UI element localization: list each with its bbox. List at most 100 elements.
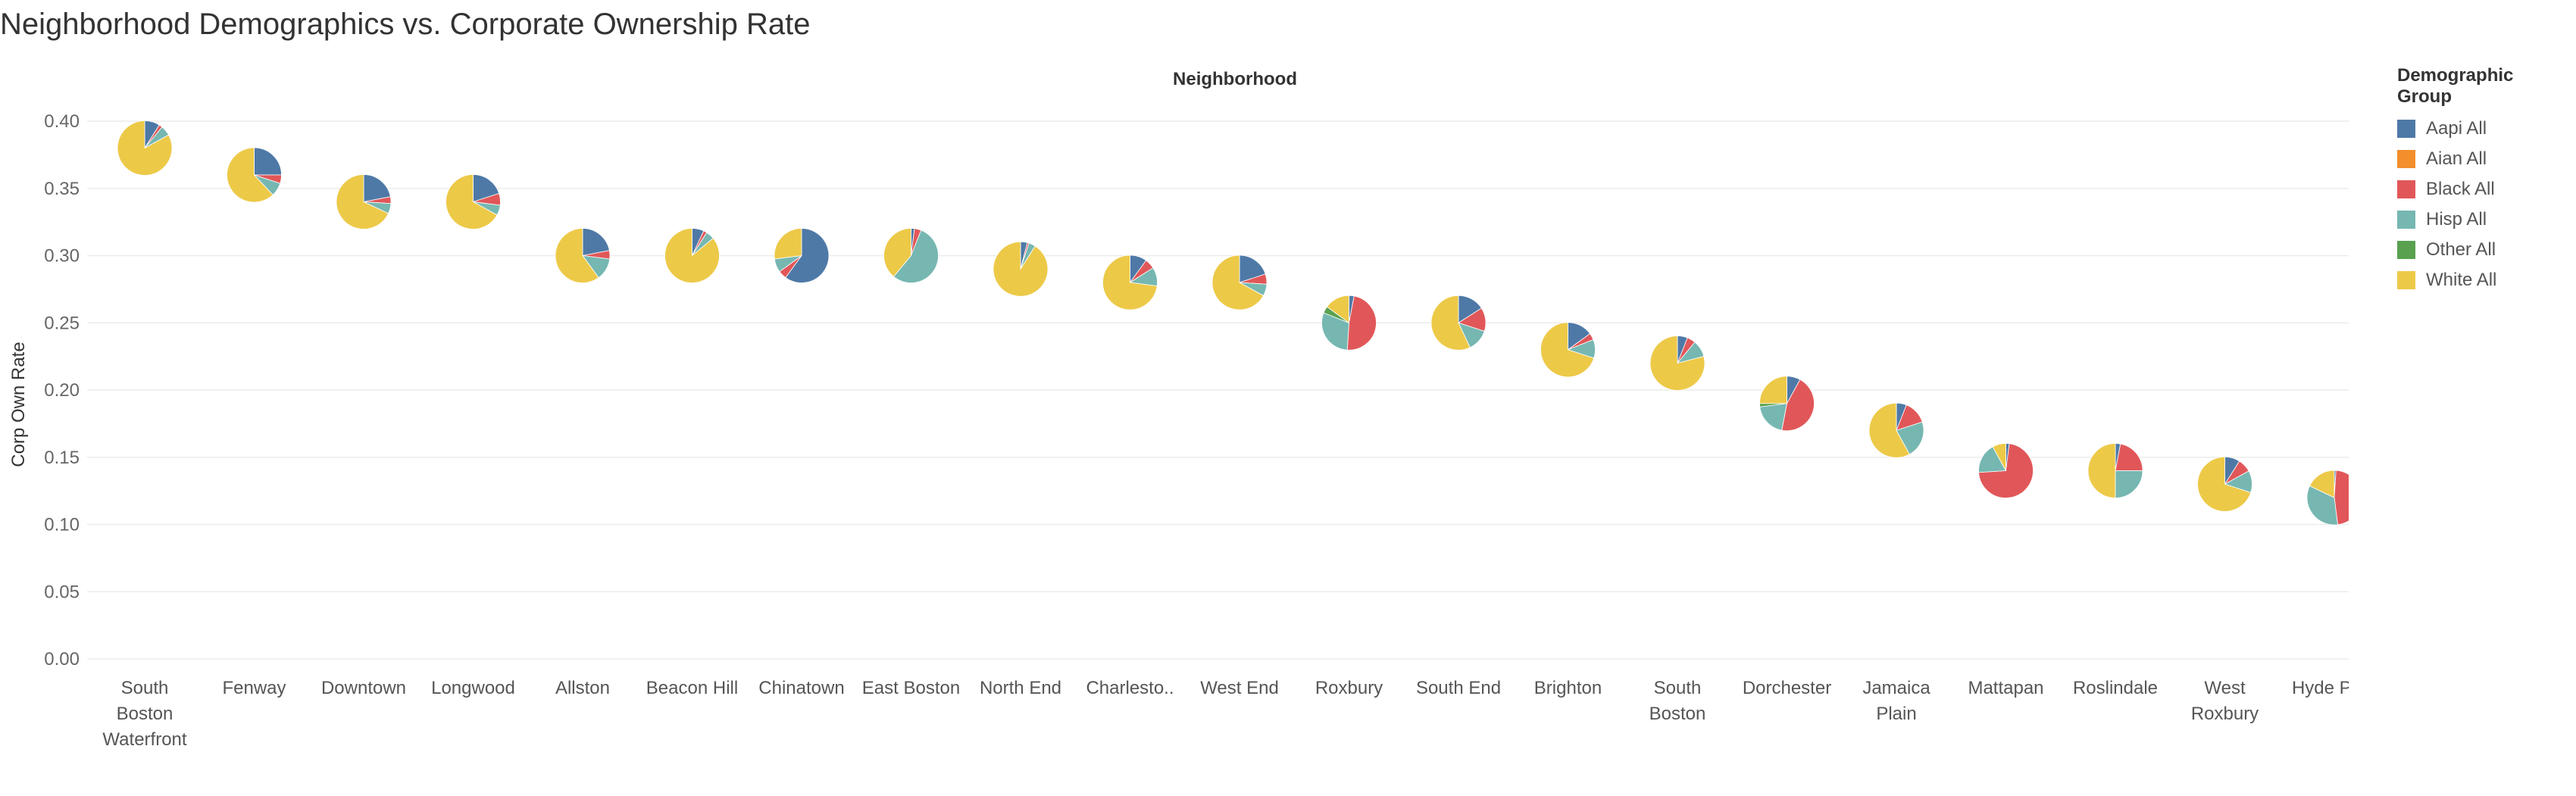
legend-item-aapi-all[interactable]: Aapi All <box>2397 114 2571 144</box>
pie-south-boston-waterfront[interactable] <box>117 120 173 176</box>
x-tick-label: Plain <box>1876 704 1916 724</box>
x-tick-label: Roxbury <box>1315 678 1383 698</box>
legend-label: Aian All <box>2426 148 2487 169</box>
legend-label: White All <box>2426 270 2497 290</box>
pie-brighton[interactable] <box>1540 322 1596 378</box>
y-tick-label: 0.05 <box>44 582 80 602</box>
pie-charlesto-[interactable] <box>1102 254 1158 311</box>
gridlines <box>87 120 2349 660</box>
pie-slice-white-all <box>117 120 173 176</box>
pie-slice-white-all <box>993 241 1049 297</box>
pie-longwood[interactable] <box>445 174 501 229</box>
pie-allston[interactable] <box>555 228 611 283</box>
legend-label: Aapi All <box>2426 118 2487 139</box>
legend-label: Black All <box>2426 179 2495 199</box>
pie-slice-aapi-all <box>1239 254 1266 283</box>
pie-slice-black-all <box>2115 443 2143 471</box>
column-header: Neighborhood <box>1173 69 1297 89</box>
x-tick-label: Chinatown <box>758 678 844 698</box>
legend: Demographic Group Aapi All Aian All Black … <box>2397 65 2571 295</box>
pie-north-end[interactable] <box>993 241 1049 297</box>
pie-dorchester[interactable] <box>1759 376 1815 432</box>
y-tick-label: 0.30 <box>44 246 80 267</box>
pie-slice-hisp-all <box>893 229 939 283</box>
pie-slice-hisp-all <box>2115 470 2143 498</box>
pie-roxbury[interactable] <box>1321 295 1377 351</box>
x-tick-label: East Boston <box>862 678 960 698</box>
pie-jamaica-plain[interactable] <box>1868 402 1924 458</box>
x-tick-label: Fenway <box>222 678 286 698</box>
pie-slice-hisp-all <box>1896 421 1924 455</box>
legend-item-other-all[interactable]: Other All <box>2397 235 2571 265</box>
legend-title: Demographic Group <box>2397 65 2514 107</box>
x-tick-label: Roslindale <box>2073 678 2158 698</box>
pie-slice-white-all <box>883 228 911 277</box>
chart-title: Neighborhood Demographics vs. Corporate … <box>0 8 811 41</box>
pie-slice-white-all <box>555 228 599 283</box>
pie-slice-white-all <box>227 147 274 203</box>
legend-swatch <box>2397 180 2415 198</box>
pie-slice-white-all <box>2087 443 2116 498</box>
legend-item-black-all[interactable]: Black All <box>2397 174 2571 204</box>
pie-west-end[interactable] <box>1211 254 1268 311</box>
pie-slice-white-all <box>445 174 498 229</box>
pie-slice-white-all <box>664 228 720 283</box>
pie-slice-white-all <box>1540 322 1595 378</box>
x-tick-label: West <box>2204 678 2246 698</box>
x-tick-label: Beacon Hill <box>646 678 738 698</box>
y-tick-label: 0.35 <box>44 179 80 199</box>
pie-slice-white-all <box>774 228 802 260</box>
pie-slice-white-all <box>2309 470 2335 498</box>
legend-swatch <box>2397 211 2415 229</box>
y-axis-label: Corp Own Rate <box>8 342 29 467</box>
x-tick-label: South <box>121 678 169 698</box>
legend-swatch <box>2397 241 2415 259</box>
pie-slice-hisp-all <box>1978 446 2007 473</box>
pie-slice-black-all <box>1346 295 1377 351</box>
pie-slice-white-all <box>1759 376 1787 404</box>
pie-downtown[interactable] <box>336 174 392 229</box>
pie-roslindale[interactable] <box>2087 443 2143 498</box>
legend-item-white-all[interactable]: White All <box>2397 265 2571 295</box>
x-tick-label: Downtown <box>321 678 406 698</box>
pie-slice-white-all <box>336 174 389 229</box>
y-axis-ticks: 0.00 0.05 0.10 0.15 0.20 0.25 0.30 0.35 0.40 <box>44 111 80 670</box>
legend-label: Other All <box>2426 239 2496 260</box>
y-tick-label: 0.20 <box>44 380 80 401</box>
pie-slice-aapi-all <box>473 174 500 203</box>
x-tick-label: Roxbury <box>2191 704 2259 724</box>
y-tick-label: 0.00 <box>44 649 80 670</box>
x-tick-label: Waterfront <box>102 729 186 750</box>
pie-south-end[interactable] <box>1430 295 1487 351</box>
x-tick-label: South <box>1654 678 1702 698</box>
pie-south-boston[interactable] <box>1649 336 1705 391</box>
legend-item-hisp-all[interactable]: Hisp All <box>2397 204 2571 235</box>
pie-west-roxbury[interactable] <box>2197 456 2252 512</box>
pie-slice-white-all <box>1326 295 1349 324</box>
y-tick-label: 0.15 <box>44 448 80 468</box>
pie-chinatown[interactable] <box>774 228 830 283</box>
pie-slice-black-all <box>2334 470 2349 526</box>
pie-beacon-hill[interactable] <box>664 228 720 283</box>
chart-plot: Neighborhood Corp Own Rate 0.00 0.05 0.10 0… <box>8 69 2349 750</box>
pie-slice-black-all <box>1781 379 1815 432</box>
pie-slice-aapi-all <box>363 174 391 202</box>
pie-hyde-park[interactable] <box>2306 470 2349 526</box>
pie-mattapan[interactable] <box>1978 443 2034 498</box>
pie-slice-aapi-all <box>785 228 830 283</box>
x-tick-label: Hyde Park <box>2292 678 2349 698</box>
x-tick-label: Boston <box>1649 704 1706 724</box>
pie-slice-aapi-all <box>254 147 282 176</box>
legend-item-aian-all[interactable]: Aian All <box>2397 144 2571 174</box>
legend-swatch <box>2397 271 2415 289</box>
pie-slice-white-all <box>1102 254 1158 311</box>
x-tick-label: South End <box>1416 678 1501 698</box>
pie-fenway[interactable] <box>227 147 282 203</box>
pie-slice-white-all <box>1430 295 1471 351</box>
pie-east-boston[interactable] <box>883 228 939 283</box>
pie-slice-hisp-all <box>1321 312 1349 351</box>
legend-swatch <box>2397 150 2415 168</box>
legend-swatch <box>2397 120 2415 138</box>
pie-marks <box>117 120 2349 526</box>
y-tick-label: 0.10 <box>44 515 80 535</box>
